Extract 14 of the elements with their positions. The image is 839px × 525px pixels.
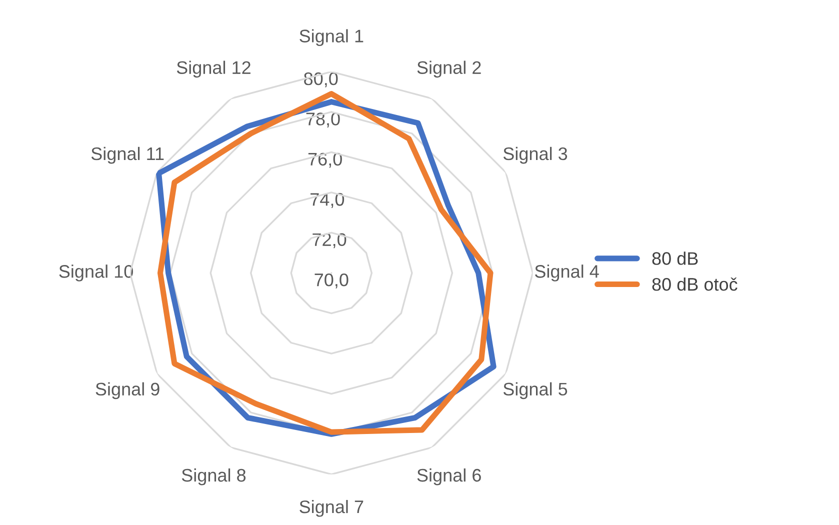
spoke-label: Signal 2 <box>417 60 481 78</box>
spoke-label: Signal 5 <box>503 382 568 400</box>
spoke-label: Signal 4 <box>534 264 599 282</box>
spoke-label: Signal 3 <box>503 146 568 164</box>
spoke-label: Signal 1 <box>300 29 364 46</box>
spoke-label: Signal 6 <box>417 468 481 486</box>
spoke-label: Signal 7 <box>300 500 364 517</box>
y-tick-label: 70,0 <box>314 273 348 288</box>
spoke-label: Signal 8 <box>182 468 246 486</box>
spoke-label: Signal 12 <box>176 60 250 78</box>
spoke-label: Signal 9 <box>96 382 160 400</box>
legend-label: 80 dB <box>652 252 698 265</box>
spoke-label: Signal 11 <box>91 146 164 164</box>
legend-label: 80 dB otoč <box>652 277 738 291</box>
